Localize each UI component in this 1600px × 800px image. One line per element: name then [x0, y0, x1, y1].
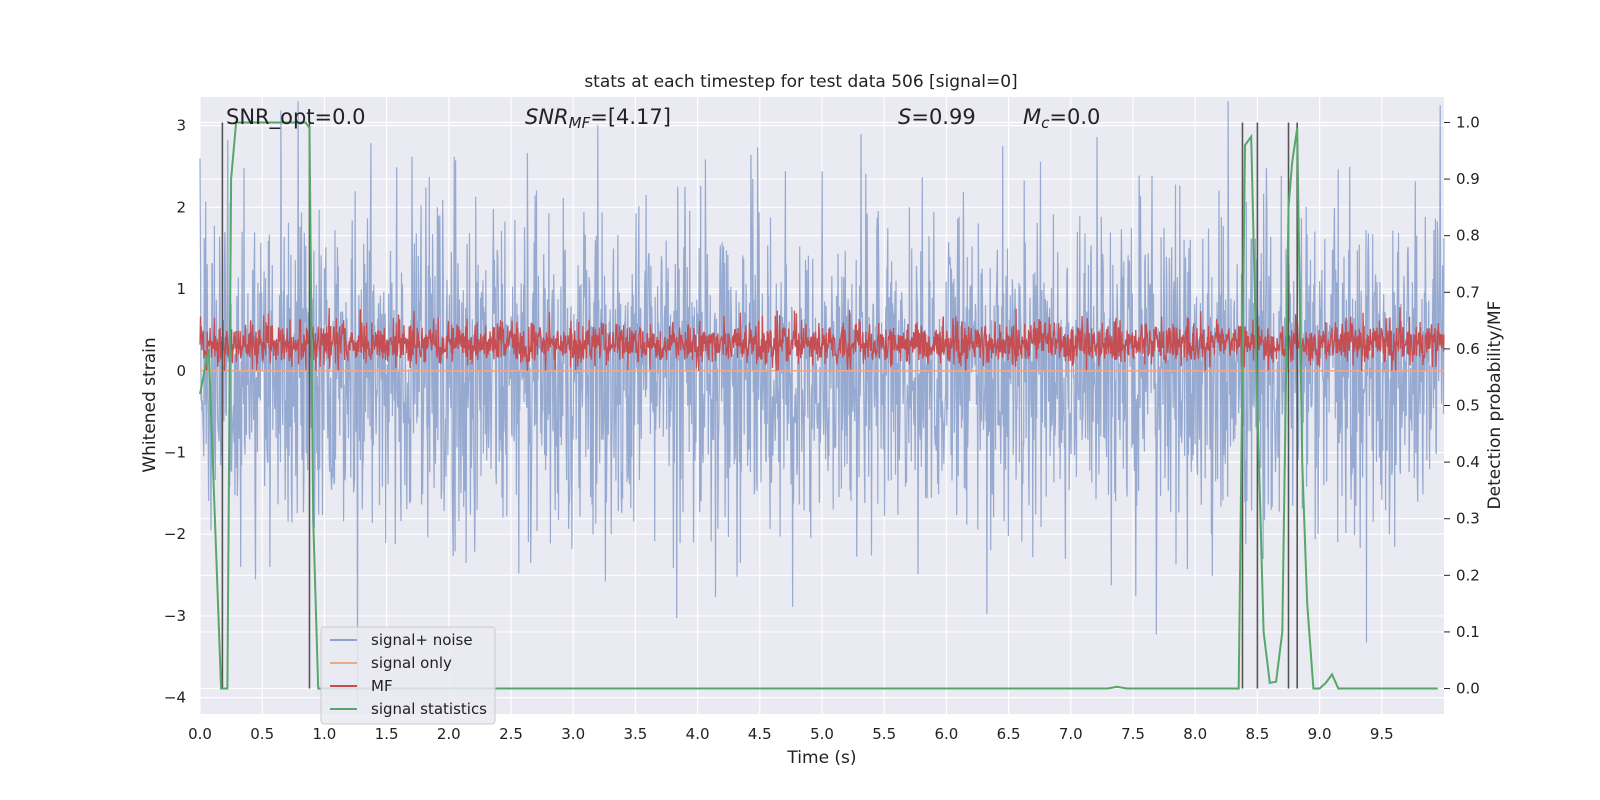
y-tick-label: −3	[164, 607, 186, 625]
y2-tick-label: 0.3	[1456, 510, 1480, 528]
mc-value: =0.0	[1049, 105, 1100, 129]
x-tick-label: 9.5	[1370, 725, 1394, 743]
snr-mf-sub: MF	[569, 114, 591, 132]
x-tick-label: 3.5	[623, 725, 647, 743]
y-tick-label: 2	[176, 198, 186, 216]
chart-title: stats at each timestep for test data 506…	[584, 72, 1017, 92]
x-tick-label: 7.5	[1121, 725, 1145, 743]
y2-tick-label: 0.4	[1456, 453, 1480, 471]
x-tick-label: 1.0	[312, 725, 336, 743]
s-base: S	[898, 105, 911, 129]
annotation-s: S=0.99	[898, 105, 976, 129]
x-ticks: 0.0 0.5 1.0 1.5 2.0 2.5 3.0 3.5 4.0 4.5 5.0 5.5 6.0 6…	[188, 725, 1394, 743]
y2-tick-label: 0.5	[1456, 397, 1480, 415]
y-tick-label: 1	[176, 280, 186, 298]
y2-tick-label: 0.2	[1456, 566, 1480, 584]
x-tick-label: 2.5	[499, 725, 523, 743]
x-tick-label: 5.5	[872, 725, 896, 743]
y-tick-label: 0	[176, 362, 186, 380]
x-tick-label: 0.0	[188, 725, 212, 743]
x-tick-label: 3.0	[561, 725, 585, 743]
x-tick-label: 5.0	[810, 725, 834, 743]
legend-box	[320, 626, 496, 725]
legend-label-signal-statistics: signal statistics	[371, 700, 487, 718]
y2-ticks: 1.0 0.9 0.8 0.7 0.6 0.5 0.4 0.3 0.2 0.1 0.0	[1444, 113, 1480, 698]
y2-tick-label: 0.9	[1456, 170, 1480, 188]
y-tick-label: 3	[176, 117, 186, 135]
y2-tick-label: 0.1	[1456, 623, 1480, 641]
series-signal-statistics	[199, 121, 1438, 690]
snr-mf-value: =[4.17]	[590, 105, 671, 129]
x-tick-label: 1.5	[375, 725, 399, 743]
snr-mf-base: SNR	[525, 105, 569, 129]
y2-tick-label: 0.8	[1456, 227, 1480, 245]
y2-tick-label: 1.0	[1456, 113, 1480, 131]
x-tick-label: 6.0	[934, 725, 958, 743]
y-axis-label: Whitened strain	[140, 337, 160, 472]
legend-label-signal-only: signal only	[371, 654, 452, 672]
legend-label-mf: MF	[371, 677, 393, 695]
x-tick-label: 7.0	[1059, 725, 1083, 743]
y-tick-label: −4	[164, 689, 186, 707]
annotation-snr-opt: SNR_opt=0.0	[226, 105, 366, 130]
x-tick-label: 9.0	[1308, 725, 1332, 743]
x-tick-label: 8.0	[1183, 725, 1207, 743]
y2-axis-label: Detection probability/MF	[1485, 301, 1505, 510]
annotation-snr-mf: SNRMF=[4.17]	[525, 105, 671, 132]
y-ticks: 3 2 1 0 −1 −2 −3 −4	[164, 117, 186, 707]
x-axis-label: Time (s)	[786, 748, 856, 768]
x-tick-label: 6.5	[997, 725, 1021, 743]
y-tick-label: −1	[164, 443, 186, 461]
y-tick-label: −2	[164, 525, 186, 543]
series-mf	[199, 307, 1445, 371]
x-tick-label: 2.0	[437, 725, 461, 743]
s-value: =0.99	[911, 105, 975, 129]
y2-tick-label: 0.6	[1456, 340, 1480, 358]
x-tick-label: 4.0	[686, 725, 710, 743]
y2-tick-label: 0.7	[1456, 283, 1480, 301]
legend-label-signal-noise: signal+ noise	[371, 631, 473, 649]
mc-base: M	[1023, 105, 1041, 129]
y2-tick-label: 0.0	[1456, 680, 1480, 698]
x-tick-label: 8.5	[1245, 725, 1269, 743]
series-layer	[199, 101, 1445, 704]
legend: signal+ noise signal only MF signal stat…	[320, 626, 496, 725]
mc-sub: c	[1041, 114, 1050, 132]
x-tick-label: 0.5	[250, 725, 274, 743]
x-tick-label: 4.5	[748, 725, 772, 743]
annotation-mc: Mc=0.0	[1023, 105, 1100, 132]
